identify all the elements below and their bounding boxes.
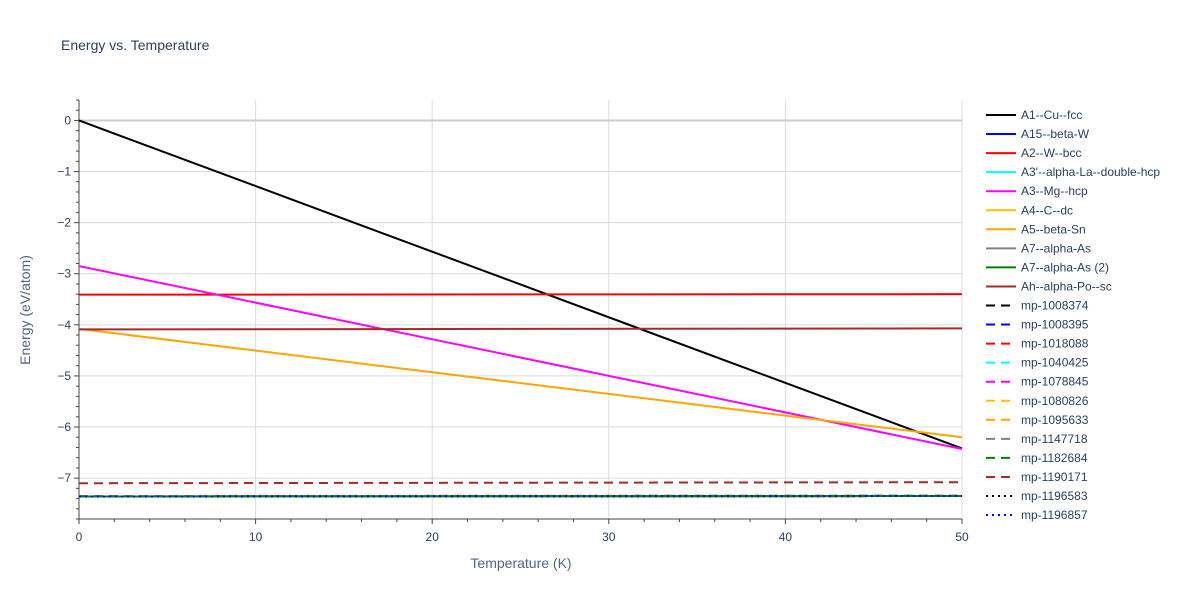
series-line-mp-1182684 — [78, 495, 963, 498]
x-tick-label: 50 — [955, 530, 969, 544]
legend-item[interactable]: mp-1182684 — [986, 451, 1088, 465]
y-axis-title: Energy (eV/atom) — [17, 255, 33, 365]
legend-label: mp-1018088 — [1021, 337, 1089, 351]
series-layer — [78, 119, 963, 498]
legend-item[interactable]: A2--W--bcc — [986, 146, 1081, 160]
series-line-a5-beta-sn — [78, 327, 963, 439]
legend-item[interactable]: mp-1080826 — [986, 394, 1089, 408]
grid-lines — [79, 100, 963, 519]
legend-item[interactable]: A7--alpha-As — [986, 241, 1091, 255]
x-tick-label: 0 — [76, 530, 83, 544]
y-tick-label: −2 — [57, 216, 71, 230]
series-line-mp-1190171 — [78, 481, 963, 485]
legend-label: mp-1182684 — [1021, 451, 1088, 465]
legend-item[interactable]: mp-1040425 — [986, 356, 1089, 370]
legend-label: A2--W--bcc — [1021, 146, 1081, 160]
tick-labels: 0 10 20 30 40 50 0 −1 −2 −3 −4 −5 −6 −7 — [57, 113, 969, 544]
legend-item[interactable]: mp-1196857 — [986, 508, 1088, 522]
legend-item[interactable]: mp-1078845 — [986, 375, 1089, 389]
series-line-a1-cu-fcc — [78, 119, 963, 450]
legend[interactable]: A1--Cu--fcc A15--beta-W A2--W--bcc A3'--alp… — [986, 108, 1160, 522]
legend-item[interactable]: mp-1008374 — [986, 299, 1089, 313]
x-tick-label: 40 — [779, 530, 793, 544]
y-tick-label: −6 — [57, 420, 71, 434]
legend-item[interactable]: A5--beta-Sn — [986, 222, 1086, 236]
legend-label: mp-1080826 — [1021, 394, 1089, 408]
x-axis-title: Temperature (K) — [470, 555, 571, 571]
legend-label: A4--C--dc — [1021, 203, 1073, 217]
series-line-a2-w-bcc — [78, 293, 963, 296]
legend-item[interactable]: A1--Cu--fcc — [986, 108, 1082, 122]
chart-title: Energy vs. Temperature — [61, 37, 210, 53]
axes — [74, 99, 963, 524]
legend-item[interactable]: mp-1008395 — [986, 318, 1089, 332]
x-tick-label: 30 — [602, 530, 616, 544]
legend-item[interactable]: mp-1190171 — [986, 470, 1088, 484]
series-line-ah-alpha-po-sc — [78, 327, 963, 331]
legend-label: A7--alpha-As — [1021, 241, 1091, 255]
legend-label: mp-1196583 — [1021, 489, 1088, 503]
legend-label: A3--Mg--hcp — [1021, 184, 1088, 198]
y-tick-label: −7 — [57, 471, 71, 485]
legend-label: Ah--alpha-Po--sc — [1021, 279, 1112, 293]
legend-label: A7--alpha-As (2) — [1021, 260, 1109, 274]
legend-item[interactable]: A15--beta-W — [986, 127, 1090, 141]
legend-item[interactable]: mp-1196583 — [986, 489, 1088, 503]
legend-item[interactable]: A4--C--dc — [986, 203, 1073, 217]
legend-label: mp-1147718 — [1021, 432, 1088, 446]
legend-label: mp-1190171 — [1021, 470, 1088, 484]
legend-item[interactable]: A3'--alpha-La--double-hcp — [986, 165, 1160, 179]
legend-label: A5--beta-Sn — [1021, 222, 1086, 236]
legend-label: mp-1008395 — [1021, 318, 1089, 332]
x-tick-label: 20 — [426, 530, 440, 544]
legend-item[interactable]: A7--alpha-As (2) — [986, 260, 1109, 274]
legend-item[interactable]: Ah--alpha-Po--sc — [986, 279, 1112, 293]
legend-item[interactable]: A3--Mg--hcp — [986, 184, 1088, 198]
legend-label: mp-1078845 — [1021, 375, 1089, 389]
y-tick-label: −3 — [57, 267, 71, 281]
legend-label: mp-1095633 — [1021, 413, 1089, 427]
legend-label: A15--beta-W — [1021, 127, 1090, 141]
y-tick-label: −4 — [57, 318, 71, 332]
y-tick-label: −5 — [57, 369, 71, 383]
legend-label: A1--Cu--fcc — [1021, 108, 1082, 122]
y-tick-label: 0 — [64, 113, 71, 127]
x-tick-label: 10 — [249, 530, 263, 544]
legend-label: mp-1008374 — [1021, 299, 1089, 313]
legend-label: mp-1040425 — [1021, 356, 1089, 370]
legend-label: mp-1196857 — [1021, 508, 1088, 522]
legend-item[interactable]: mp-1018088 — [986, 337, 1089, 351]
y-tick-label: −1 — [57, 165, 71, 179]
legend-item[interactable]: mp-1095633 — [986, 413, 1089, 427]
legend-label: A3'--alpha-La--double-hcp — [1021, 165, 1160, 179]
legend-item[interactable]: mp-1147718 — [986, 432, 1088, 446]
